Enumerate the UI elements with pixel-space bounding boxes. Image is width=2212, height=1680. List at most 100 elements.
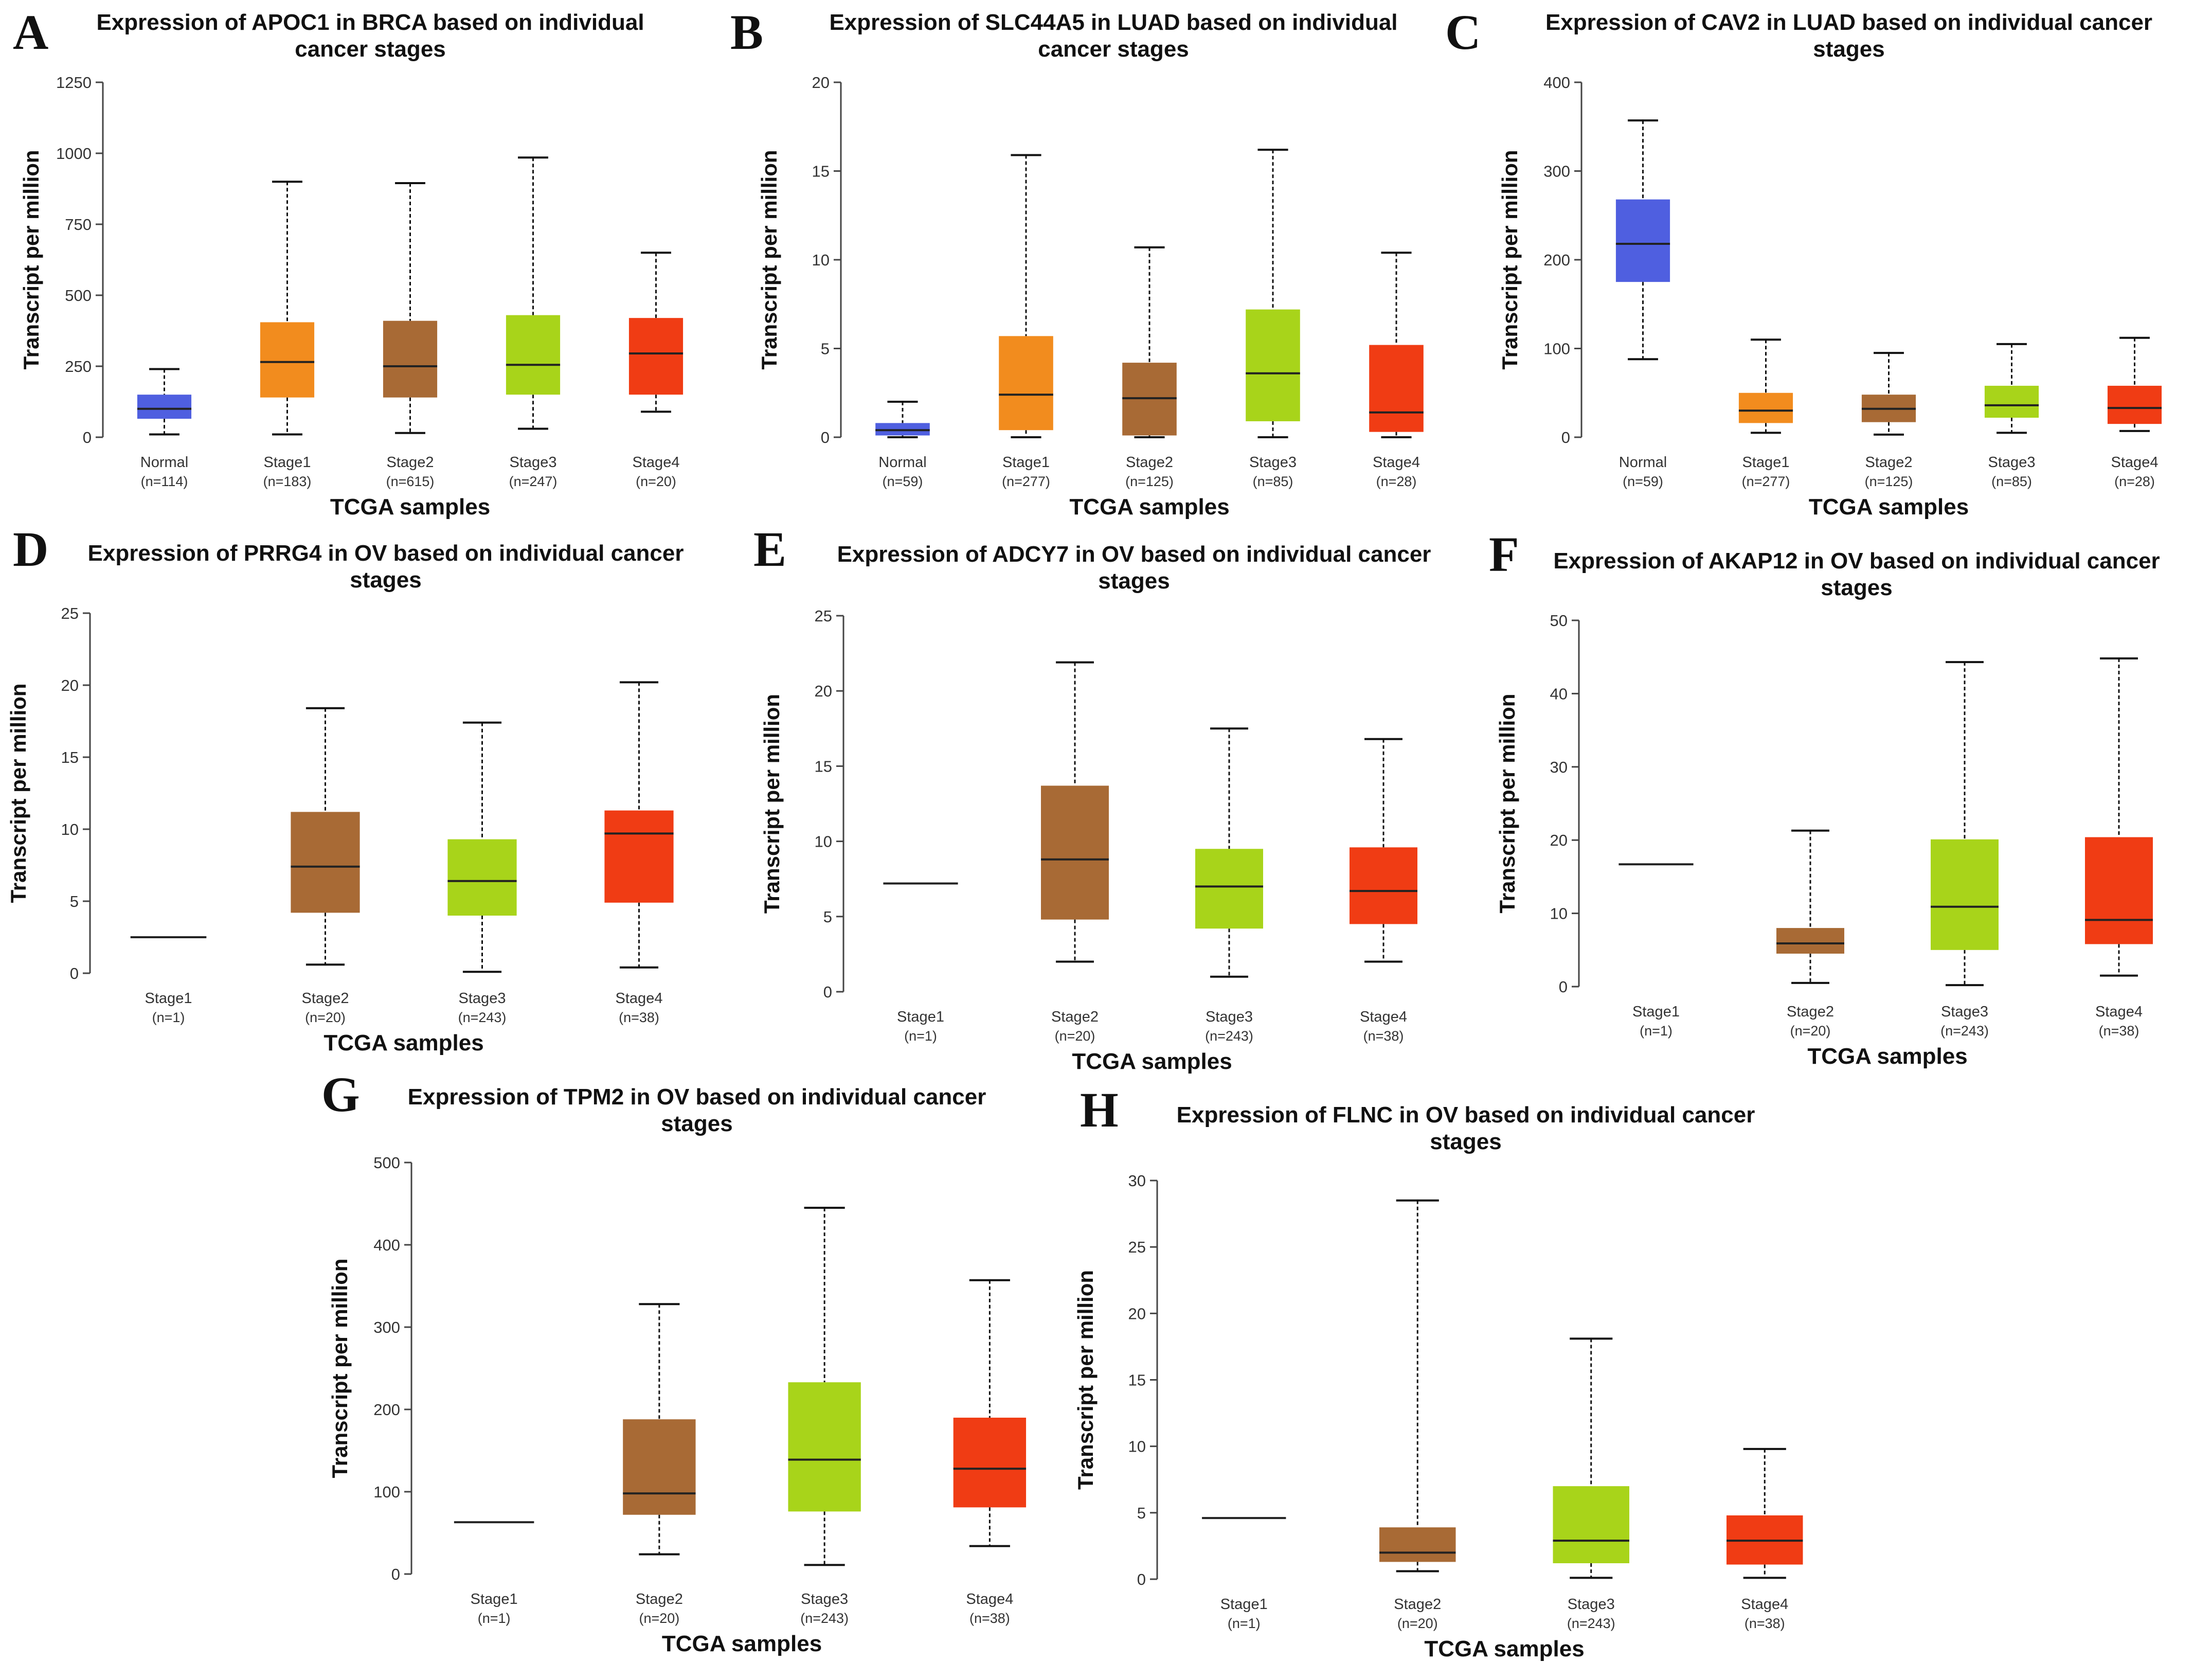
y-tick-label: 300	[373, 1318, 400, 1336]
box-stage4	[1369, 252, 1424, 438]
x-category-label: Normal	[878, 454, 926, 471]
x-category-label: Stage2	[636, 1591, 683, 1607]
x-category-label: Stage4	[1373, 454, 1420, 471]
x-category-label: Stage1	[1632, 1004, 1680, 1020]
y-tick-label: 15	[812, 163, 830, 181]
x-category-label: Stage4	[2095, 1004, 2143, 1020]
x-category-count: (n=114)	[141, 474, 188, 489]
y-tick-label: 20	[815, 682, 832, 700]
y-tick-label: 10	[1550, 905, 1568, 923]
chart-title-line: stages	[1430, 1129, 1501, 1154]
x-category-count: (n=38)	[2099, 1023, 2139, 1039]
y-tick-label: 20	[812, 74, 830, 92]
x-category-count: (n=243)	[1940, 1023, 1989, 1039]
chart-title-line: cancer stages	[1038, 37, 1189, 62]
box-stage3	[788, 1207, 861, 1566]
box-stage3	[1984, 343, 2039, 434]
iqr-box	[623, 1419, 696, 1515]
panel-letter: C	[1445, 5, 1481, 60]
iqr-box	[1041, 785, 1109, 920]
y-tick-label: 5	[1137, 1504, 1146, 1522]
x-category-label: Stage1	[897, 1009, 944, 1025]
y-axis-label: Transcript per million	[19, 150, 43, 369]
x-category-count: (n=85)	[1991, 474, 2032, 489]
iqr-box	[1246, 309, 1300, 421]
y-tick-label: 25	[815, 607, 832, 625]
x-category-count: (n=20)	[639, 1611, 679, 1626]
y-tick-label: 500	[373, 1154, 400, 1172]
y-tick-label: 5	[821, 340, 830, 358]
y-tick-label: 15	[61, 748, 79, 766]
y-tick-label: 400	[1543, 74, 1570, 92]
x-category-label: Stage2	[1787, 1004, 1834, 1020]
iqr-box	[2107, 385, 2162, 424]
iqr-box	[788, 1382, 861, 1512]
chart-title-line: Expression of AKAP12 in OV based on indi…	[1553, 548, 2160, 574]
iqr-box	[137, 395, 192, 419]
x-axis-label: TCGA samples	[1807, 1044, 1967, 1069]
x-category-label: Stage4	[633, 454, 680, 471]
x-category-label: Stage3	[1568, 1596, 1615, 1613]
box-normal	[875, 401, 930, 438]
x-category-label: Stage1	[471, 1591, 518, 1607]
iqr-box	[1738, 392, 1793, 423]
x-category-label: Stage3	[1941, 1004, 1988, 1020]
y-tick-label: 0	[391, 1565, 400, 1583]
x-category-label: Stage1	[264, 454, 311, 471]
x-category-label: Stage1	[1220, 1596, 1268, 1613]
iqr-box	[1195, 849, 1263, 929]
iqr-box	[1553, 1486, 1629, 1563]
y-tick-label: 0	[70, 964, 79, 982]
chart-title-line: Expression of PRRG4 in OV based on indiv…	[88, 541, 684, 566]
box-stage2	[623, 1303, 696, 1556]
x-category-count: (n=243)	[800, 1611, 849, 1626]
y-axis-label: Transcript per million	[760, 694, 784, 914]
x-category-count: (n=20)	[305, 1010, 346, 1025]
chart-title-line: cancer stages	[295, 37, 446, 62]
iqr-box	[628, 318, 684, 395]
x-category-label: Stage2	[387, 454, 434, 471]
panel-b: B Expression of SLC44A5 in LUAD based on …	[730, 5, 1424, 520]
box-stage3	[1246, 149, 1300, 438]
chart-title-line: stages	[1098, 568, 1170, 594]
iqr-box	[1350, 847, 1417, 924]
chart-title-line: Expression of TPM2 in OV based on indivi…	[408, 1084, 986, 1110]
panel-h: H Expression of FLNC in OV based on indiv…	[1073, 1082, 1803, 1661]
x-category-count: (n=1)	[904, 1028, 937, 1044]
x-category-label: Stage3	[510, 454, 557, 471]
x-category-count: (n=20)	[1397, 1616, 1438, 1631]
x-category-count: (n=277)	[1742, 474, 1790, 489]
panel-letter: F	[1489, 527, 1519, 582]
y-tick-label: 100	[373, 1483, 400, 1501]
x-category-label: Stage1	[1002, 454, 1050, 471]
y-tick-label: 50	[1550, 612, 1568, 630]
x-category-count: (n=59)	[1623, 474, 1663, 489]
x-category-count: (n=1)	[1228, 1616, 1261, 1631]
x-category-count: (n=38)	[1363, 1028, 1404, 1044]
x-axis-label: TCGA samples	[330, 494, 490, 520]
y-tick-label: 1000	[56, 145, 92, 163]
y-axis-label: Transcript per million	[6, 683, 30, 903]
box-stage4	[2107, 336, 2162, 432]
x-axis-label: TCGA samples	[662, 1631, 822, 1656]
x-category-label: Stage3	[459, 990, 506, 1007]
panel-e: E Expression of ADCY7 in OV based on indi…	[753, 522, 1431, 1074]
box-stage4	[2085, 657, 2153, 977]
chart-title-line: stages	[1821, 575, 1892, 600]
x-category-count: (n=20)	[1790, 1023, 1831, 1039]
iqr-box	[506, 315, 561, 395]
x-category-label: Stage3	[1988, 454, 2036, 471]
x-category-label: Normal	[140, 454, 188, 471]
x-category-count: (n=38)	[619, 1010, 659, 1025]
x-category-count: (n=59)	[883, 474, 923, 489]
panel-letter: A	[13, 5, 48, 60]
x-category-count: (n=243)	[1567, 1616, 1615, 1631]
chart-title-line: stages	[350, 567, 421, 593]
y-tick-label: 15	[815, 757, 832, 775]
y-tick-label: 40	[1550, 685, 1568, 703]
panel-a: A Expression of APOC1 in BRCA based on in…	[13, 5, 684, 520]
box-stage2	[1776, 829, 1844, 984]
y-tick-label: 1250	[56, 74, 92, 92]
x-axis-label: TCGA samples	[1809, 494, 1969, 520]
chart-title-line: Expression of APOC1 in BRCA based on ind…	[96, 10, 644, 35]
